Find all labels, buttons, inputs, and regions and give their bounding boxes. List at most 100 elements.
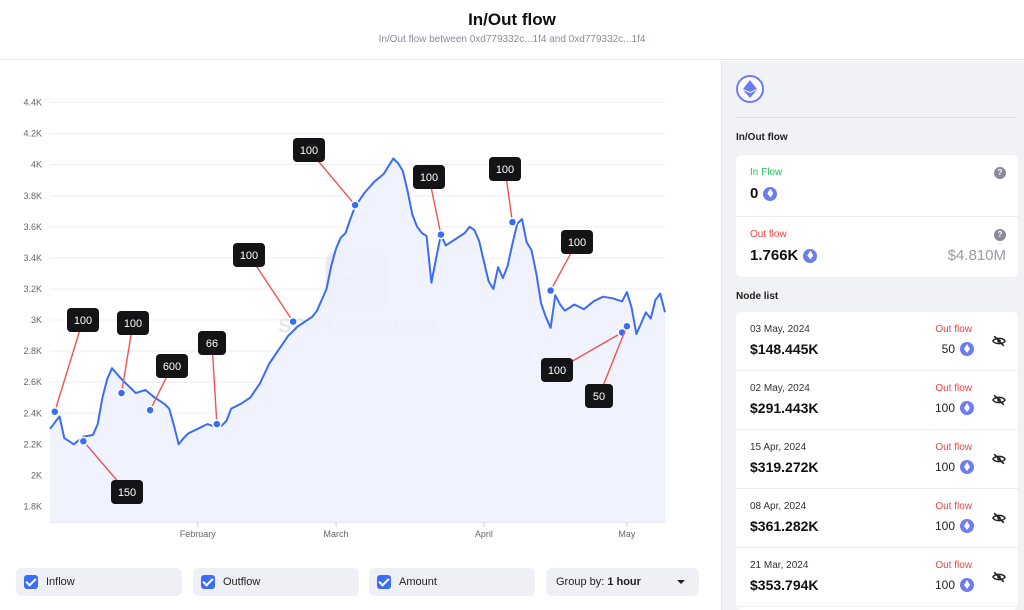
eye-off-icon[interactable] (992, 511, 1006, 525)
annotation-marker (507, 217, 518, 227)
sidebar: In/Out flow In Flow 0 ? Out flow 1.766K … (721, 61, 1024, 610)
y-tick-label: 4.2K (23, 129, 42, 139)
node-list-item[interactable]: 02 May, 2024 $291.443K Out flow 100 (736, 371, 1018, 430)
eth-token-icon (763, 186, 778, 201)
x-tick-label: February (180, 529, 217, 539)
node-list-title: Node list (736, 291, 779, 302)
annotation-marker (50, 406, 60, 417)
chart-area: 1.8K 2K 2.2K 2.4K 2.6K 2.8K 3K 3.2K 3.4K 3.6K 3.8K… (0, 61, 720, 610)
flow-divider (736, 216, 1018, 217)
annotation-label: 100 (300, 145, 318, 157)
node-list-item[interactable]: 03 May, 2024 $148.445K Out flow 50 (736, 312, 1018, 371)
node-amount: 50 (942, 342, 974, 356)
help-icon[interactable]: ? (994, 229, 1006, 241)
node-usd-value: $148.445K (750, 341, 819, 357)
inflow-checkbox[interactable] (24, 575, 38, 589)
outflow-label: Outflow (223, 576, 261, 588)
y-tick-label: 1.8K (23, 501, 42, 511)
node-list-item[interactable]: 15 Apr, 2024 $319.272K Out flow 100 (736, 430, 1018, 489)
annotation-badge (293, 138, 325, 162)
eye-off-icon[interactable] (992, 393, 1006, 407)
annotation-badge (233, 243, 265, 267)
annotation-label: 100 (568, 237, 586, 249)
eye-off-icon[interactable] (992, 452, 1006, 466)
annotation-marker (145, 405, 155, 415)
node-amount: 100 (935, 460, 974, 474)
annotation-marker (622, 321, 632, 331)
node-amount: 100 (935, 519, 974, 533)
annotation-marker (212, 419, 222, 429)
y-tick-label: 3.2K (23, 284, 42, 294)
node-direction: Out flow (935, 501, 972, 512)
amount-checkbox[interactable] (377, 575, 391, 589)
annotation-label: 100 (74, 315, 92, 327)
annotation-badge (541, 358, 573, 382)
node-direction: Out flow (935, 383, 972, 394)
node-date: 15 Apr, 2024 (750, 442, 807, 453)
node-list-item[interactable]: 08 Apr, 2024 $361.282K Out flow 100 (736, 489, 1018, 548)
y-tick-label: 2.6K (23, 377, 42, 387)
in-flow-value: 0 (750, 185, 778, 202)
eth-token-icon (803, 248, 818, 263)
annotation-badge (111, 480, 143, 504)
y-tick-label: 2.2K (23, 439, 42, 449)
y-tick-label: 2.8K (23, 346, 42, 356)
node-date: 21 Mar, 2024 (750, 560, 809, 571)
out-flow-value: 1.766K (750, 247, 818, 264)
annotation-marker (78, 436, 89, 446)
out-flow-usd: $4.810M (947, 247, 1006, 264)
annotation-label: 100 (420, 172, 438, 184)
annotation-marker (350, 200, 360, 210)
page-subtitle: In/Out flow between 0xd779332c...1f4 and… (378, 34, 646, 45)
node-date: 03 May, 2024 (750, 324, 810, 335)
annotation-badge (561, 230, 593, 254)
outflow-checkbox[interactable] (201, 575, 215, 589)
annotation-badge (198, 331, 226, 355)
y-tick-label: 4.4K (23, 98, 42, 108)
y-tick-label: 3.4K (23, 253, 42, 263)
node-usd-value: $291.443K (750, 400, 819, 416)
y-tick-label: 3.6K (23, 222, 42, 232)
outflow-toggle[interactable]: Outflow (193, 568, 359, 596)
annotation-badge (67, 308, 99, 332)
eth-token-icon (960, 401, 974, 415)
inflow-toggle[interactable]: Inflow (16, 568, 182, 596)
eth-token-icon (960, 519, 974, 533)
annotation-label: 150 (118, 487, 136, 499)
eye-off-icon[interactable] (992, 570, 1006, 584)
node-date: 08 Apr, 2024 (750, 501, 807, 512)
in-flow-label: In Flow (750, 167, 783, 178)
amount-toggle[interactable]: Amount (369, 568, 535, 596)
annotation-connector (54, 319, 84, 412)
annotation-badge (117, 311, 149, 335)
in-flow-amount: 0 (750, 185, 759, 202)
help-icon[interactable]: ? (994, 167, 1006, 179)
out-flow-row: Out flow 1.766K ? $4.810M (750, 217, 1006, 277)
node-usd-value: $319.272K (750, 459, 819, 475)
annotation-marker (288, 316, 298, 327)
y-tick-label: 3K (31, 315, 42, 325)
group-by-select[interactable]: Group by: 1 hour (546, 568, 699, 596)
annotation-connector (211, 342, 218, 425)
series-area (50, 158, 665, 522)
annotation-badge (585, 384, 613, 408)
eye-off-icon[interactable] (992, 334, 1006, 348)
annotation-badge (156, 354, 188, 378)
eth-token-icon (960, 342, 974, 356)
node-list: 03 May, 2024 $148.445K Out flow 50 02 May, 2… (736, 312, 1018, 610)
annotation-label: 50 (593, 391, 605, 403)
annotation-badge (489, 157, 521, 181)
node-amount: 100 (935, 401, 974, 415)
annotation-label: 600 (163, 361, 181, 373)
inflow-label: Inflow (46, 576, 75, 588)
annotation-label: 100 (240, 250, 258, 262)
node-list-item[interactable]: 21 Mar, 2024 $353.794K Out flow 100 (736, 548, 1018, 607)
annotation-label: 66 (206, 338, 218, 350)
annotation-marker (116, 388, 127, 398)
x-tick-label: March (324, 529, 349, 539)
node-amount: 100 (935, 578, 974, 592)
node-date: 02 May, 2024 (750, 383, 810, 394)
group-by-label: Group by: (556, 576, 605, 588)
sidebar-divider (736, 117, 1016, 118)
amount-label: Amount (399, 576, 437, 588)
